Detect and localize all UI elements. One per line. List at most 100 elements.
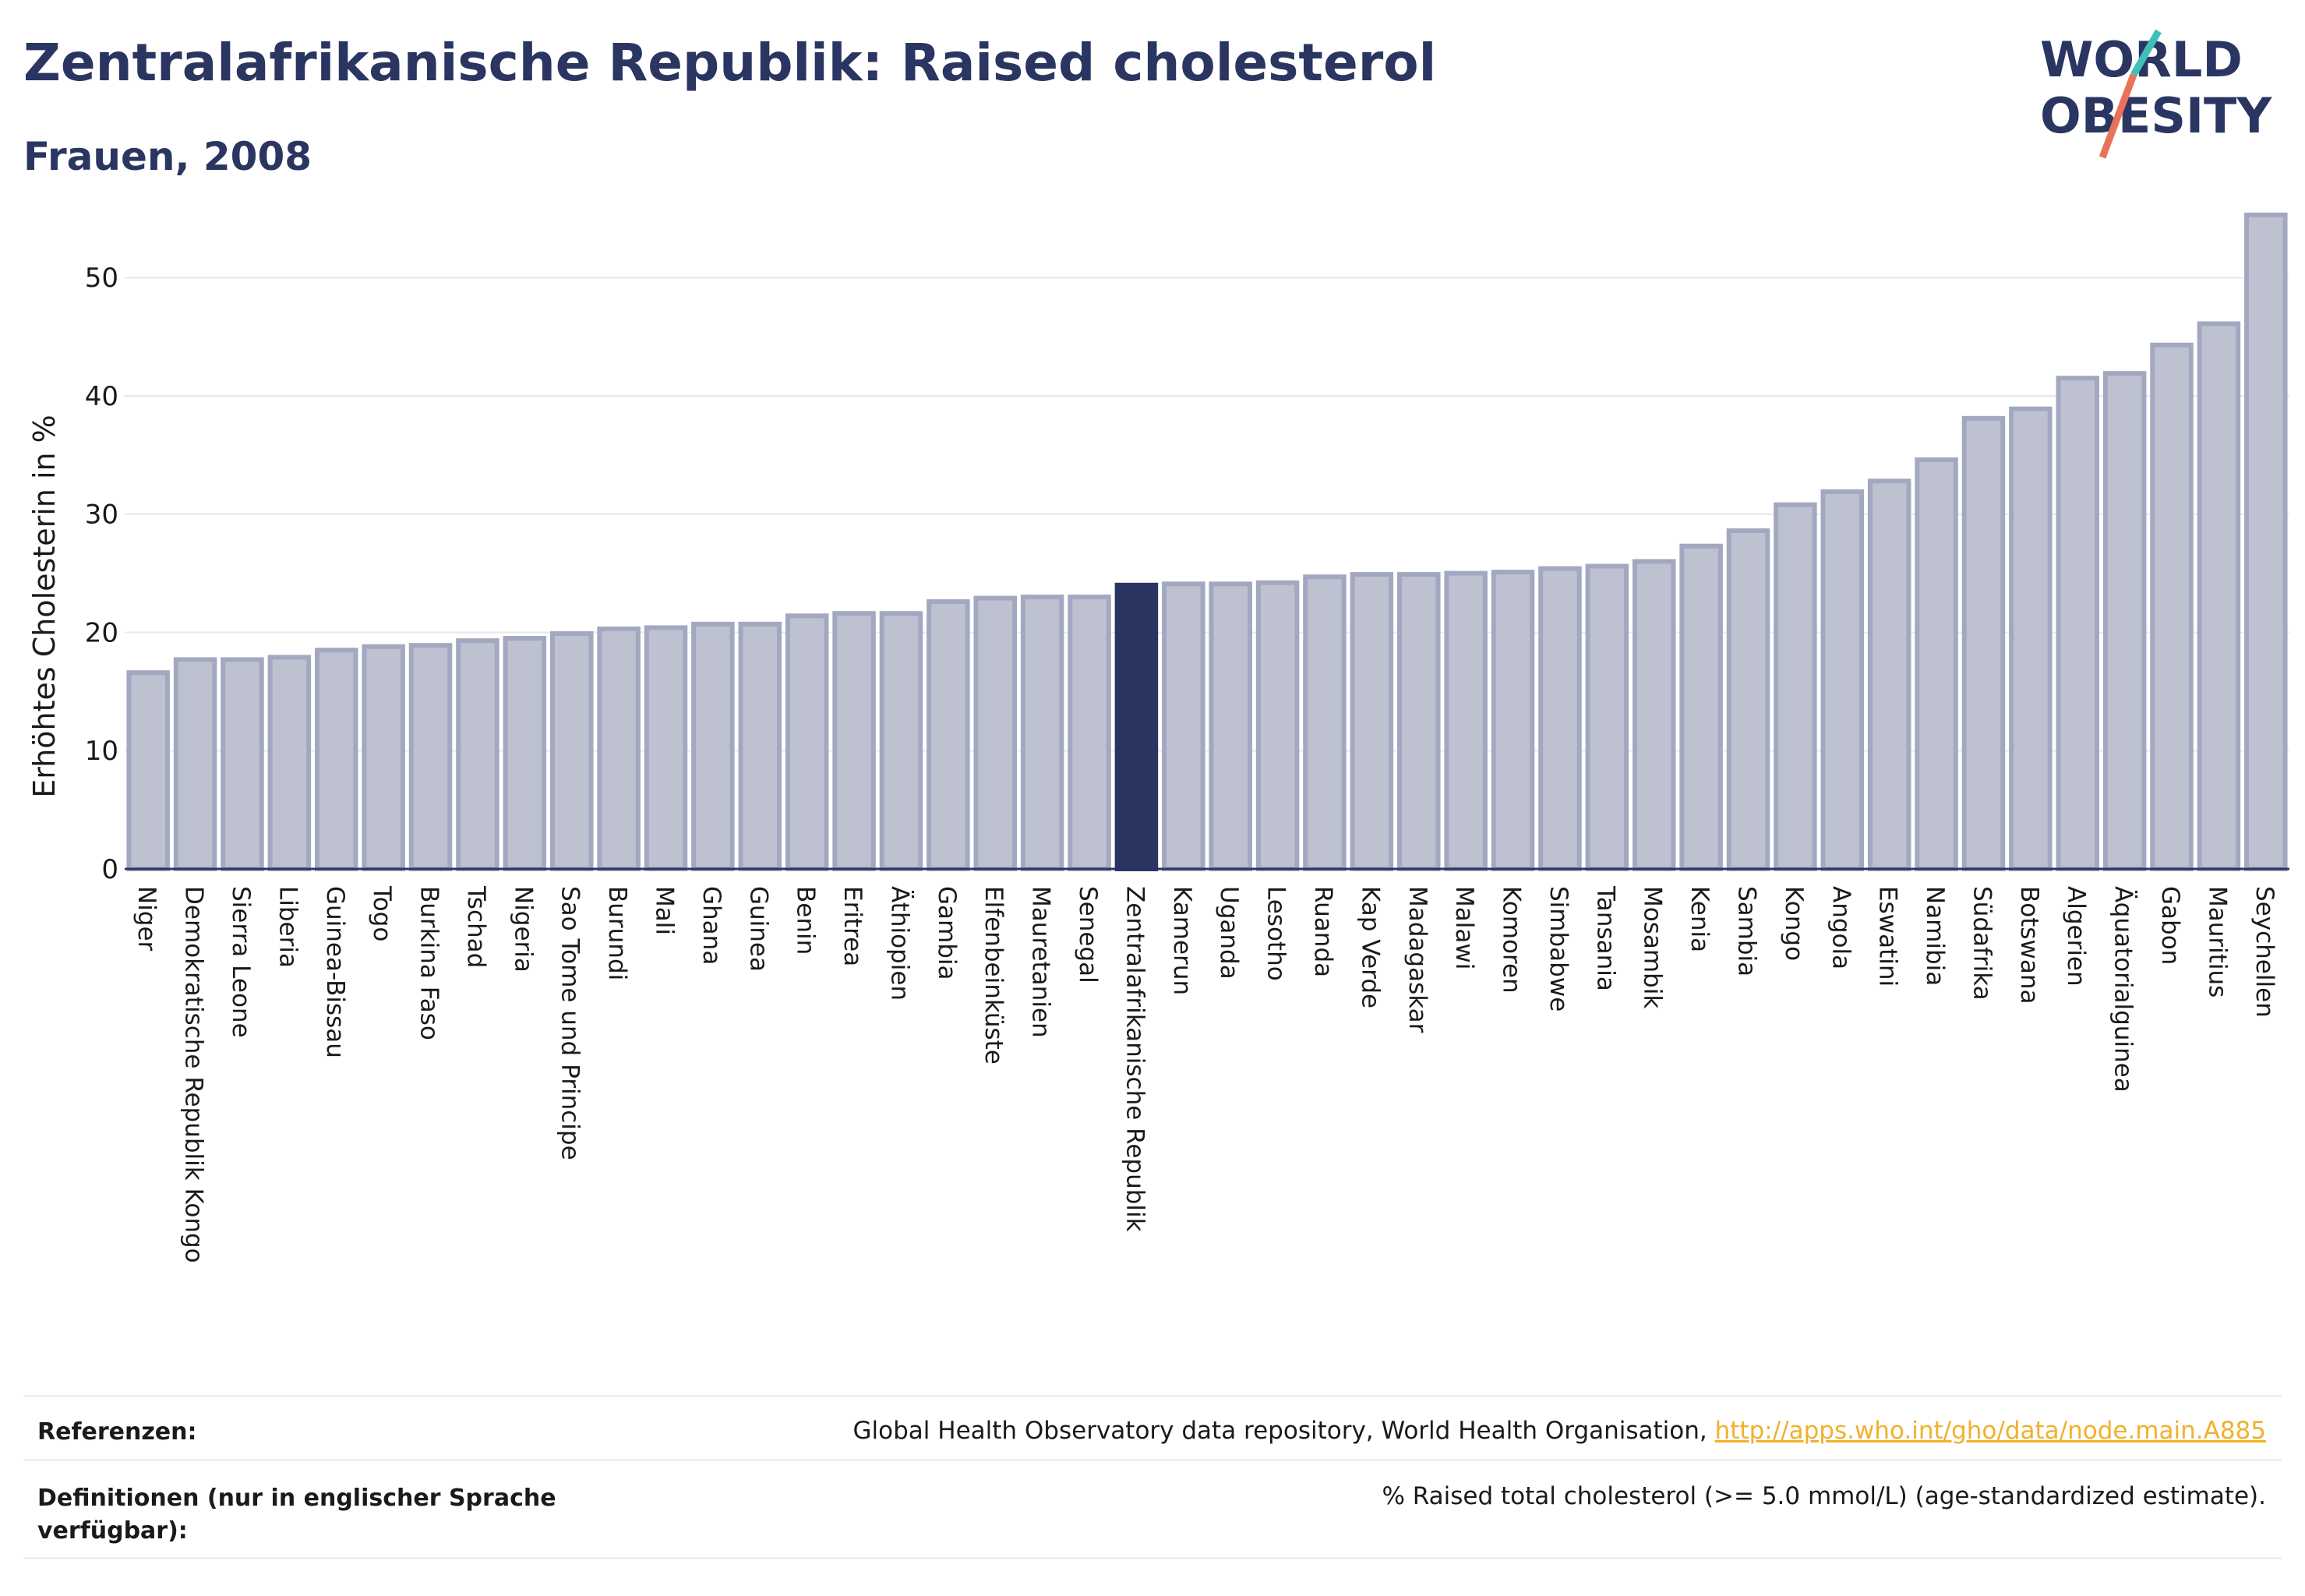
bar-namibia bbox=[1915, 457, 1958, 871]
bar-kongo bbox=[1774, 502, 1817, 871]
page-subtitle: Frauen, 2008 bbox=[23, 134, 312, 179]
references-text: Global Health Observatory data repositor… bbox=[852, 1417, 1715, 1445]
bar-elfenbeinküste bbox=[973, 595, 1017, 872]
bar-südafrika bbox=[1961, 415, 2006, 871]
bar-seychellen bbox=[2244, 212, 2288, 872]
x-tick-label: Niger bbox=[132, 886, 161, 952]
x-tick-label: Sao Tome und Principe bbox=[556, 886, 584, 1160]
references-value: Global Health Observatory data repositor… bbox=[853, 1417, 2266, 1445]
bar-ghana bbox=[691, 621, 735, 871]
bar-madagaskar bbox=[1397, 572, 1441, 871]
x-tick-label: Algerien bbox=[2062, 886, 2090, 987]
bar-mali bbox=[644, 625, 688, 872]
logo-slash-coral bbox=[2099, 73, 2137, 159]
logo-slash-teal bbox=[2130, 29, 2162, 77]
x-tick-label: Mauritius bbox=[2203, 886, 2231, 998]
x-tick-label: Malawi bbox=[1450, 886, 1478, 969]
x-tick-label: Lesotho bbox=[1262, 886, 1290, 981]
bar-angola bbox=[1820, 489, 1865, 871]
bar-komoren bbox=[1491, 570, 1535, 871]
y-axis-label: Erhöhtes Cholesterin in % bbox=[27, 415, 62, 798]
x-tick-label: Tansania bbox=[1591, 885, 1619, 991]
x-tick-label: Senegal bbox=[1074, 886, 1102, 983]
x-tick-label: Botswana bbox=[2015, 886, 2043, 1005]
bar-simbabwe bbox=[1538, 566, 1582, 872]
x-tick-label: Angola bbox=[1827, 886, 1855, 969]
y-tick-label: 30 bbox=[85, 500, 118, 531]
x-tick-label: Togo bbox=[368, 885, 396, 941]
footer-divider-middle bbox=[23, 1459, 2282, 1461]
footer-divider-top bbox=[23, 1395, 2282, 1397]
y-tick-label: 50 bbox=[85, 263, 118, 294]
definitions-label-line2: verfügbar): bbox=[37, 1517, 188, 1545]
bar-guinea-bissau bbox=[315, 648, 358, 871]
x-tick-label: Eritrea bbox=[838, 886, 867, 966]
logo-line2: OBESITY bbox=[2040, 87, 2272, 144]
bar-chart: 0 10 20 30 40 50 Niger Demokratische Republik … bbox=[27, 212, 2289, 1263]
bar-ruanda bbox=[1303, 574, 1347, 872]
bar-senegal bbox=[1068, 594, 1111, 871]
x-tick-label: Komoren bbox=[1498, 886, 1526, 994]
x-tick-label: Südafrika bbox=[1968, 886, 1996, 1001]
bar-guinea bbox=[738, 621, 782, 871]
bar-demokratische-republik-kongo bbox=[173, 657, 217, 871]
y-tick-label: 10 bbox=[85, 736, 118, 767]
x-tick-label: Kap Verde bbox=[1356, 886, 1384, 1008]
x-tick-label: Kamerun bbox=[1168, 886, 1196, 995]
x-tick-label: Nigeria bbox=[509, 886, 537, 973]
x-tick-label: Zentralafrikanische Republik bbox=[1121, 886, 1149, 1232]
bar-lesotho bbox=[1255, 580, 1300, 871]
bar-liberia bbox=[267, 655, 312, 871]
bar-gabon bbox=[2150, 342, 2194, 871]
y-tick-labels: 0 10 20 30 40 50 bbox=[85, 263, 118, 885]
bar-mauretanien bbox=[1020, 594, 1064, 871]
y-tick-label: 0 bbox=[101, 854, 118, 885]
bar-kap-verde bbox=[1350, 572, 1394, 871]
bar-algerien bbox=[2056, 376, 2099, 871]
x-tick-label: Sierra Leone bbox=[227, 886, 255, 1038]
x-tick-labels: Niger Demokratische Republik Kongo Sierra … bbox=[132, 885, 2279, 1263]
x-tick-label: Sambia bbox=[1733, 886, 1761, 976]
x-tick-label: Namibia bbox=[1921, 886, 1949, 986]
x-tick-label: Äthiopien bbox=[885, 886, 913, 1001]
bar-burkina-faso bbox=[408, 643, 453, 871]
world-obesity-logo: WORLD OBESITY bbox=[2040, 29, 2272, 159]
bar-malawi bbox=[1444, 570, 1488, 871]
x-tick-label: Mosambik bbox=[1639, 886, 1667, 1008]
definitions-value: % Raised total cholesterol (>= 5.0 mmol/… bbox=[1382, 1482, 2266, 1510]
definitions-label: Definitionen (nur in englischer Sprache … bbox=[37, 1482, 556, 1548]
footer-divider-bottom bbox=[23, 1557, 2282, 1559]
bar-kamerun bbox=[1162, 581, 1205, 871]
references-label: Referenzen: bbox=[37, 1418, 197, 1446]
bar-nigeria bbox=[503, 636, 547, 871]
bars bbox=[126, 212, 2288, 872]
x-tick-label: Mali bbox=[651, 886, 679, 935]
x-tick-label: Guinea bbox=[744, 886, 772, 972]
x-tick-label: Guinea-Bissau bbox=[321, 886, 349, 1058]
x-tick-label: Benin bbox=[792, 886, 820, 955]
bar-kenia bbox=[1679, 543, 1723, 871]
bar-äthiopien bbox=[879, 611, 923, 871]
references-link[interactable]: http://apps.who.int/gho/data/node.main.A… bbox=[1714, 1417, 2266, 1445]
bar-äquatorialguinea bbox=[2102, 371, 2147, 871]
bar-sambia bbox=[1726, 528, 1770, 872]
definitions-label-line1: Definitionen (nur in englischer Sprache bbox=[37, 1485, 556, 1512]
x-tick-label: Simbabwe bbox=[1544, 886, 1573, 1012]
bar-sao-tome-und-principe bbox=[549, 631, 594, 872]
x-tick-label: Ruanda bbox=[1309, 886, 1337, 977]
x-tick-label: Elfenbeinküste bbox=[980, 886, 1008, 1065]
bar-togo bbox=[362, 644, 405, 872]
x-tick-label: Eswatini bbox=[1874, 886, 1902, 987]
bar-benin bbox=[785, 613, 829, 871]
x-tick-label: Burundi bbox=[603, 886, 631, 980]
page-title: Zentralafrikanische Republik: Raised cho… bbox=[23, 33, 1437, 93]
x-tick-label: Seychellen bbox=[2250, 886, 2279, 1018]
bar-eswatini bbox=[1867, 478, 1911, 871]
x-tick-label: Gambia bbox=[933, 886, 961, 980]
x-tick-label: Ghana bbox=[697, 886, 725, 965]
bar-botswana bbox=[2009, 406, 2053, 871]
y-tick-label: 40 bbox=[85, 381, 118, 412]
x-tick-label: Madagaskar bbox=[1403, 886, 1431, 1033]
bar-burundi bbox=[597, 626, 641, 871]
x-tick-label: Liberia bbox=[274, 886, 302, 968]
